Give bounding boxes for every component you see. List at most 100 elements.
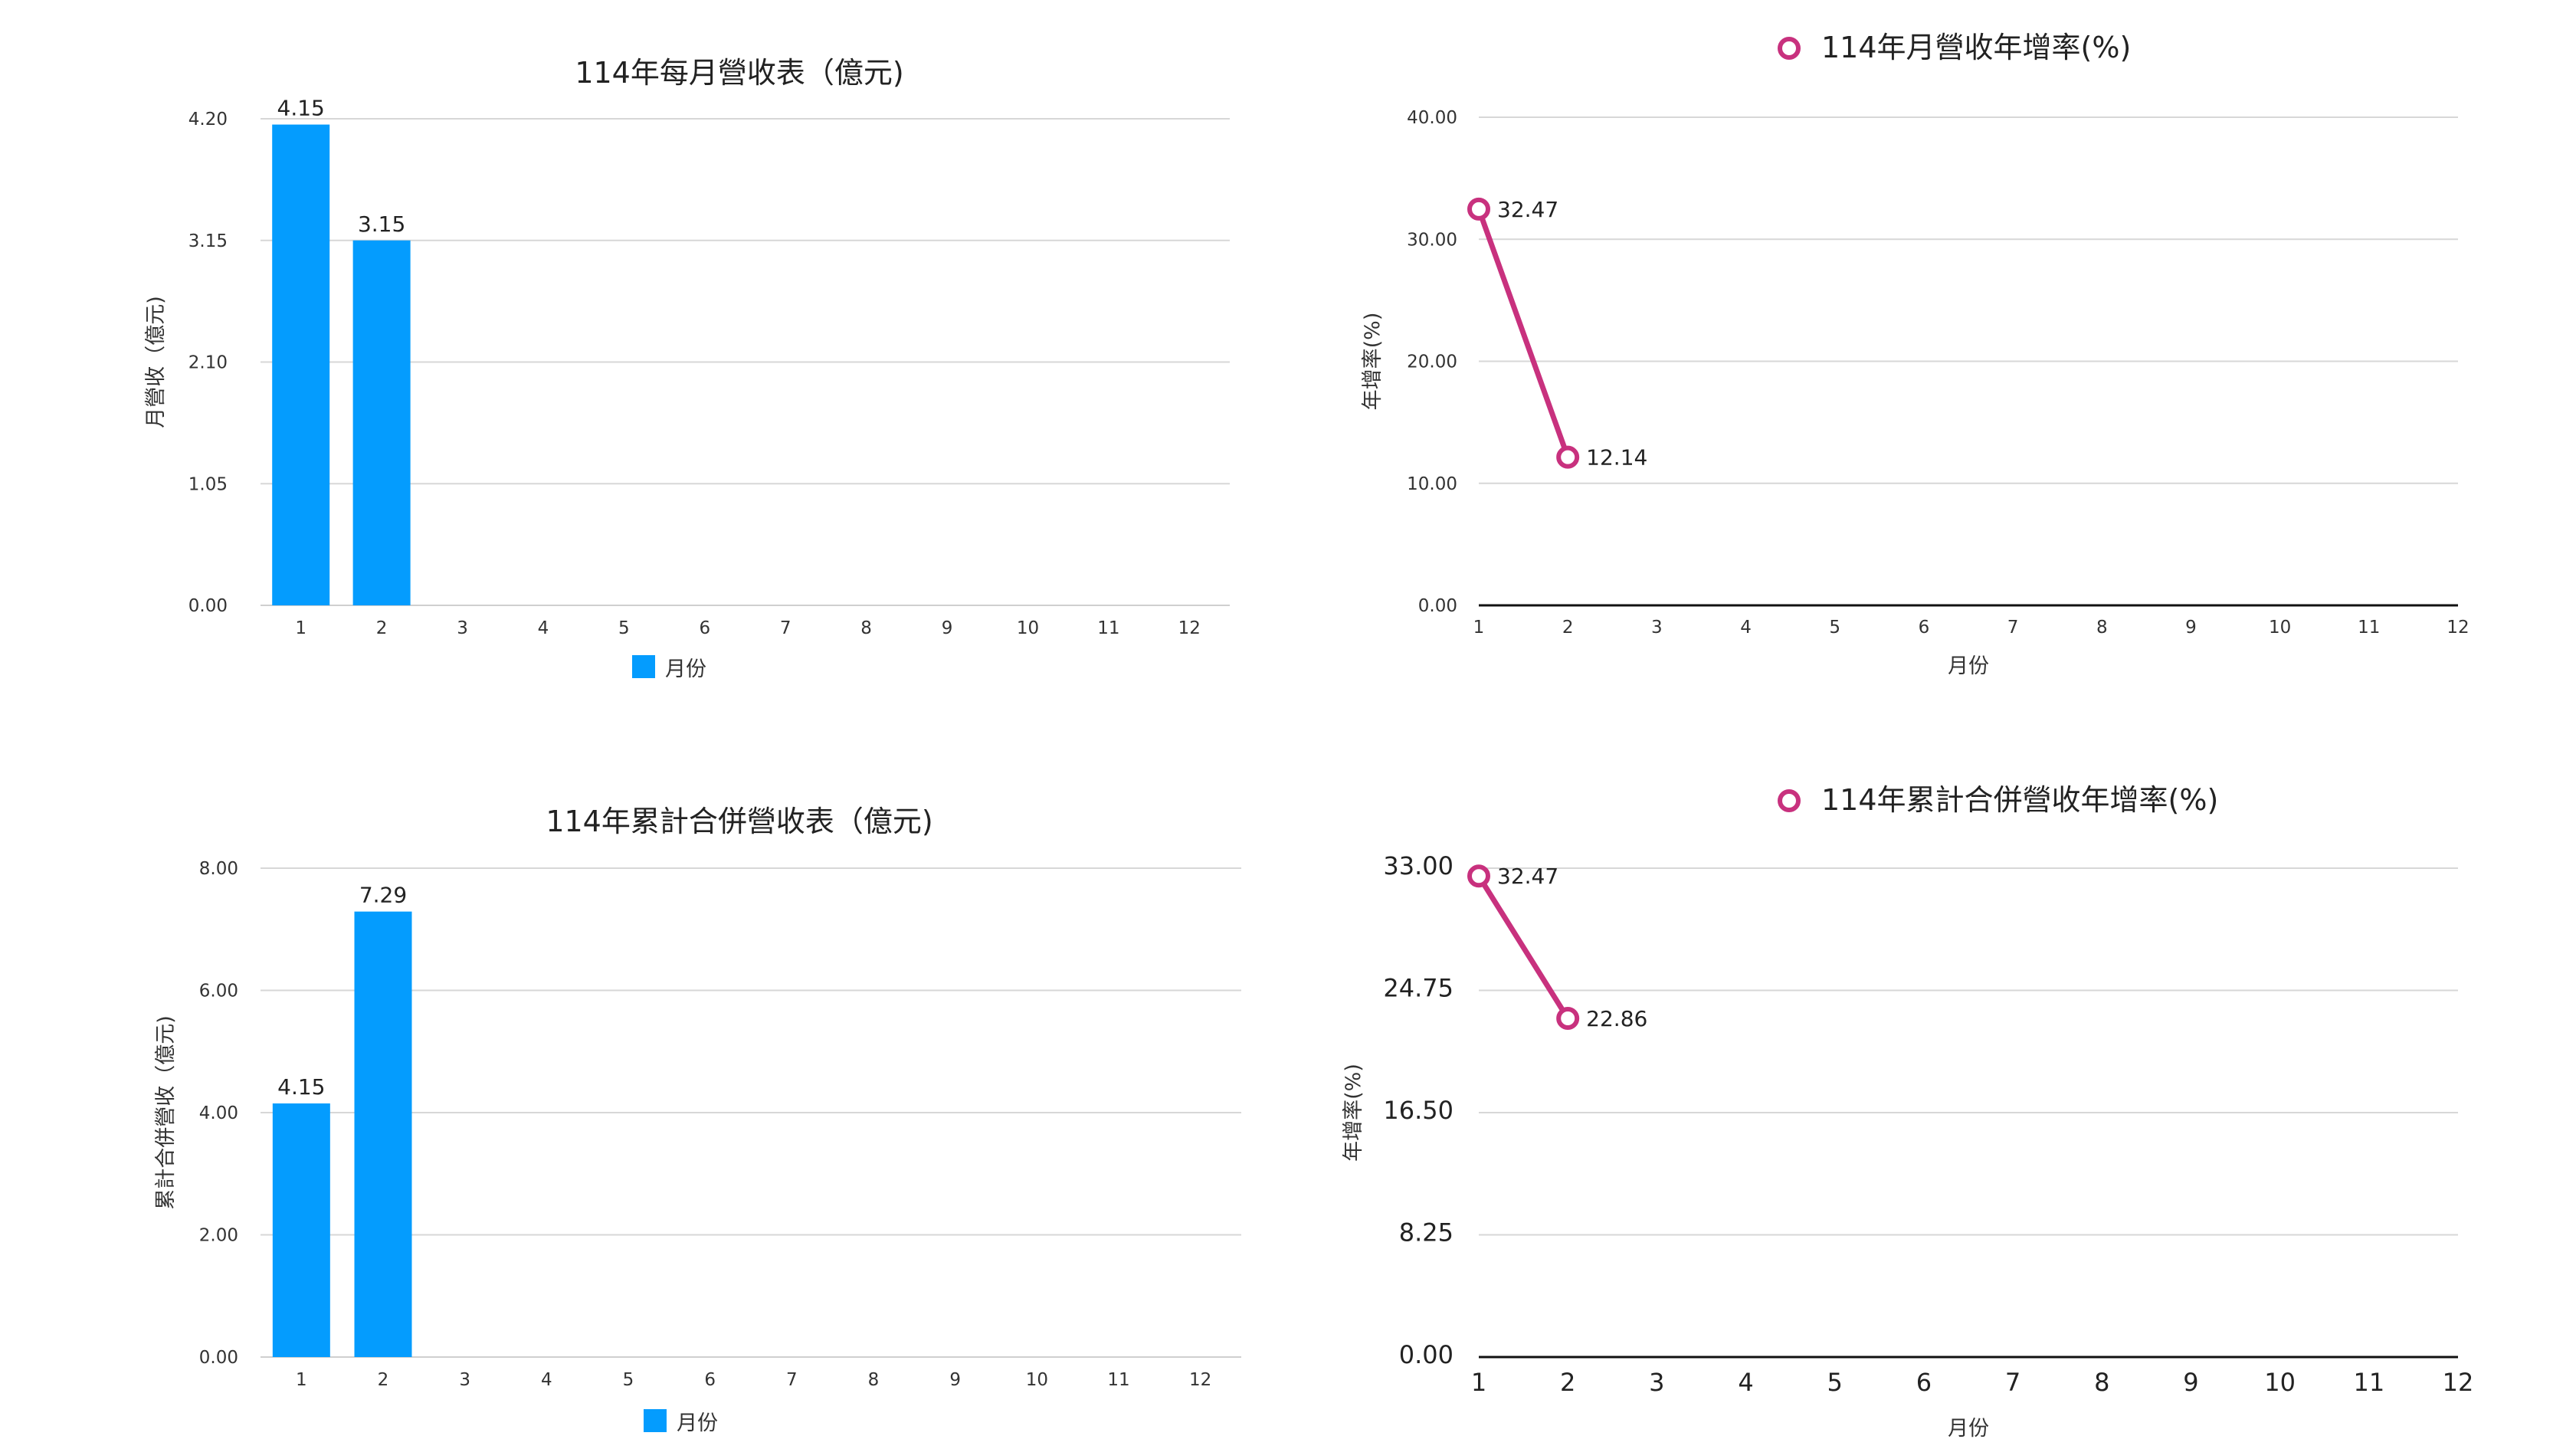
x-tick-label: 4 [538, 618, 549, 638]
x-tick-label: 7 [780, 618, 791, 638]
x-axis-label: 月份 [1948, 1417, 1989, 1441]
y-tick-label: 4.20 [188, 110, 228, 129]
y-tick-label: 6.00 [199, 982, 238, 1002]
x-tick-label: 4 [541, 1370, 552, 1390]
bar-data-label: 7.29 [359, 883, 407, 908]
bar-2 [354, 911, 412, 1357]
x-tick-label: 10 [1026, 1370, 1048, 1390]
x-tick-label: 12 [2443, 1368, 2474, 1397]
series-line [1476, 873, 1571, 1021]
point-data-label: 32.47 [1497, 864, 1558, 889]
data-point-1 [1467, 197, 1490, 221]
x-tick-label: 2 [1560, 1368, 1575, 1397]
x-tick-label: 9 [2185, 618, 2197, 638]
bar-1 [272, 124, 330, 606]
x-tick-label: 6 [1919, 618, 1930, 638]
legend-marker [1778, 789, 1801, 812]
legend-label: 月份 [665, 657, 706, 681]
x-tick-label: 10 [2264, 1368, 2296, 1397]
series-line [1476, 206, 1571, 461]
x-tick-label: 12 [1189, 1370, 1211, 1390]
bar-2 [352, 240, 411, 605]
x-tick-label: 7 [786, 1370, 798, 1390]
x-tick-label: 2 [1562, 618, 1574, 638]
bar-data-label: 4.15 [277, 96, 325, 121]
y-tick-label: 0.00 [1418, 596, 1457, 616]
x-tick-label: 3 [459, 1370, 470, 1390]
x-tick-label: 6 [699, 618, 710, 638]
x-tick-label: 6 [704, 1370, 716, 1390]
data-point-2 [1556, 445, 1580, 469]
chart-panel-3: 114年累計合併營收表（億元)0.002.004.006.008.001 2 3 4 5… [154, 805, 1241, 1435]
x-tick-label: 11 [2353, 1368, 2384, 1397]
bar-data-label: 3.15 [358, 211, 405, 237]
y-tick-label: 2.00 [199, 1226, 238, 1246]
y-tick-label: 24.75 [1383, 974, 1454, 1003]
chart-panel-1: 114年每月營收表（億元)0.001.052.103.154.201 2 3 4 5 6 7… [144, 56, 1230, 681]
x-tick-label: 1 [295, 618, 306, 638]
y-tick-label: 33.00 [1383, 851, 1454, 880]
legend-swatch [644, 1409, 667, 1432]
legend-marker [1778, 37, 1801, 60]
y-tick-label: 0.00 [188, 596, 228, 616]
y-axis-label: 年增率(%) [1361, 313, 1385, 411]
x-tick-label: 5 [1829, 618, 1840, 638]
y-tick-label: 10.00 [1407, 474, 1457, 494]
point-data-label: 12.14 [1586, 445, 1647, 470]
x-tick-label: 8 [2096, 618, 2108, 638]
x-tick-label: 4 [1738, 1368, 1753, 1397]
y-tick-label: 4.00 [199, 1103, 238, 1123]
x-tick-label: 7 [2005, 1368, 2020, 1397]
legend-label: 114年累計合併營收年增率(%) [1821, 783, 2218, 817]
y-tick-label: 0.00 [199, 1348, 238, 1368]
y-tick-label: 40.00 [1407, 108, 1457, 128]
x-tick-label: 9 [942, 618, 953, 638]
y-tick-label: 2.10 [188, 353, 228, 373]
x-axis-label: 月份 [1948, 654, 1989, 678]
bar-data-label: 4.15 [277, 1074, 325, 1100]
x-tick-label: 1 [1473, 618, 1485, 638]
y-tick-label: 16.50 [1383, 1096, 1454, 1125]
x-tick-label: 8 [2094, 1368, 2109, 1397]
point-data-label: 32.47 [1497, 197, 1558, 222]
chart-title: 114年累計合併營收表（億元) [546, 805, 932, 838]
x-tick-label: 8 [860, 618, 872, 638]
x-tick-label: 1 [296, 1370, 307, 1390]
y-axis-label: 月營收（億元) [144, 296, 168, 428]
x-tick-label: 3 [457, 618, 468, 638]
x-tick-label: 11 [1107, 1370, 1129, 1390]
y-tick-label: 8.25 [1399, 1218, 1454, 1247]
y-tick-label: 8.00 [199, 859, 238, 879]
y-axis-label: 累計合併營收（億元) [154, 1015, 178, 1210]
x-tick-label: 8 [868, 1370, 880, 1390]
x-tick-label: 12 [2447, 618, 2469, 638]
y-tick-label: 0.00 [1399, 1340, 1454, 1369]
x-tick-label: 9 [2183, 1368, 2198, 1397]
y-tick-label: 30.00 [1407, 230, 1457, 250]
x-tick-label: 4 [1740, 618, 1752, 638]
data-point-2 [1556, 1007, 1580, 1031]
data-point-1 [1467, 864, 1490, 888]
x-tick-label: 1 [1471, 1368, 1486, 1397]
x-tick-label: 3 [1649, 1368, 1664, 1397]
point-data-label: 22.86 [1586, 1006, 1647, 1031]
x-tick-label: 5 [1827, 1368, 1843, 1397]
bar-1 [272, 1103, 330, 1357]
x-tick-label: 9 [949, 1370, 961, 1390]
y-axis-label: 年增率(%) [1342, 1064, 1365, 1162]
x-tick-label: 5 [623, 1370, 634, 1390]
legend-swatch [632, 655, 655, 678]
x-tick-label: 5 [618, 618, 630, 638]
y-tick-label: 20.00 [1407, 352, 1457, 372]
x-tick-label: 10 [1017, 618, 1039, 638]
x-tick-label: 3 [1651, 618, 1663, 638]
y-tick-label: 3.15 [188, 231, 228, 251]
x-tick-label: 7 [2007, 618, 2019, 638]
x-tick-label: 12 [1178, 618, 1201, 638]
legend-label: 月份 [677, 1411, 718, 1435]
y-tick-label: 1.05 [188, 474, 228, 494]
x-tick-label: 2 [378, 1370, 389, 1390]
